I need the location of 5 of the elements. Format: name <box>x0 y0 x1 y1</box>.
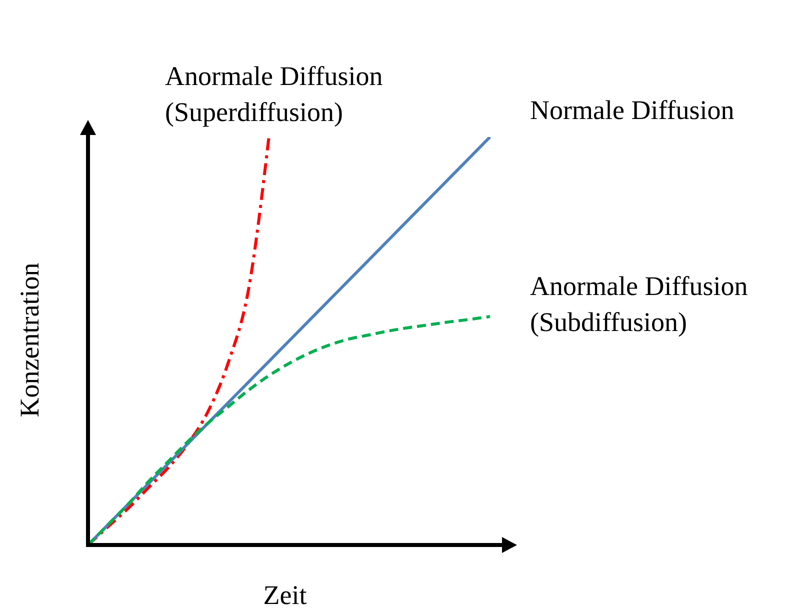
y-axis-title: Konzentration <box>14 262 46 418</box>
series-label: Normale Diffusion <box>530 94 734 127</box>
x-axis-title: Zeit <box>262 580 308 610</box>
series-label: Anormale Diffusion (Superdiffusion) <box>165 60 383 129</box>
series-label: Anormale Diffusion (Subdiffusion) <box>530 270 748 339</box>
